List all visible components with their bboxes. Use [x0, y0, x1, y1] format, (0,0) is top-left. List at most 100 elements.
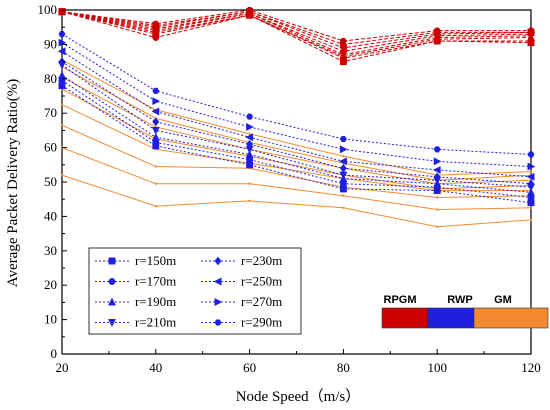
- series-rwp-r-250m: [57, 47, 535, 181]
- data-point: [339, 145, 348, 154]
- series-line: [61, 104, 531, 192]
- series-line: [61, 174, 532, 228]
- data-point: [245, 133, 254, 142]
- data-point: [248, 132, 251, 136]
- series-line: [61, 64, 532, 188]
- series-line: [61, 76, 532, 185]
- x-tick-label: 80: [337, 360, 350, 375]
- legend-label: r=270m: [241, 294, 282, 309]
- data-point: [433, 157, 442, 166]
- data-point: [58, 31, 66, 38]
- legend-marker: [214, 319, 222, 326]
- legend-item-r-190m: r=190m: [95, 294, 176, 309]
- data-point: [436, 208, 439, 211]
- data-point: [339, 163, 347, 173]
- series-rpgm-r-290m: [58, 6, 535, 44]
- y-tick-label: 50: [44, 174, 57, 189]
- series-line: [61, 11, 531, 59]
- legend-item-r-170m: r=170m: [95, 274, 176, 289]
- legend-label: r=290m: [241, 315, 282, 330]
- data-point: [433, 146, 441, 153]
- series-line: [61, 85, 532, 204]
- legend-label: r=170m: [135, 274, 176, 289]
- series-line: [61, 42, 532, 168]
- legend-item-r-270m: r=270m: [201, 294, 282, 309]
- legend-marker: [214, 297, 223, 307]
- x-tick-label: 120: [521, 360, 541, 375]
- data-point: [154, 204, 157, 208]
- data-point: [529, 206, 533, 209]
- y-tick-label: 90: [44, 36, 57, 51]
- series-line: [61, 61, 532, 185]
- y-tick-label: 0: [51, 346, 58, 361]
- data-point: [342, 155, 345, 158]
- y-axis-title: Average Packet Delivery Ratio(%): [5, 79, 21, 287]
- x-tick-label: 20: [56, 360, 69, 375]
- series-line: [61, 147, 532, 211]
- legend-label: r=250m: [241, 274, 282, 289]
- data-point: [152, 87, 160, 94]
- legend-marker: [108, 278, 116, 285]
- protocol-label-rpgm: RPGM: [384, 294, 417, 306]
- data-point: [527, 162, 536, 171]
- protocol-swatch-rpgm: [381, 307, 429, 329]
- data-point: [339, 135, 347, 143]
- x-tick-label: 60: [243, 360, 256, 375]
- legend-item-r-150m: r=150m: [95, 253, 176, 268]
- legend-label: r=190m: [135, 294, 176, 309]
- series-layer: [57, 6, 536, 228]
- legend-marker: [107, 297, 117, 306]
- data-point: [432, 165, 441, 174]
- data-point: [154, 182, 157, 185]
- data-point: [154, 165, 157, 168]
- legend: r=150m r=170m r=190m r=210m r=230m r=250m r=27…: [88, 247, 302, 335]
- protocol-label-gm: GM: [494, 294, 512, 306]
- data-point: [436, 225, 439, 228]
- data-point: [527, 179, 535, 189]
- series-rwp-r-230m: [58, 57, 535, 189]
- data-point: [246, 139, 254, 149]
- legend-box: [88, 247, 302, 335]
- data-point: [436, 196, 439, 199]
- y-tick-label: 100: [38, 2, 58, 17]
- legend-label: r=230m: [241, 253, 282, 268]
- series-line: [61, 33, 532, 155]
- x-tick-label: 100: [427, 360, 447, 375]
- series-line: [61, 11, 532, 52]
- protocol-swatch-gm: [473, 307, 549, 329]
- legend-label: r=210m: [135, 315, 176, 330]
- data-point: [526, 172, 535, 181]
- data-point: [433, 27, 441, 34]
- data-point: [151, 107, 160, 116]
- data-point: [151, 132, 160, 141]
- legend-marker: [108, 257, 116, 265]
- axes-layer: 0 10 20 30 40 50 60 70 80 90 100 20 40 60 80 100 120: [38, 2, 541, 375]
- y-tick-label: 60: [44, 140, 57, 155]
- y-tick-label: 40: [44, 208, 57, 223]
- data-point: [152, 97, 161, 106]
- series-line: [61, 11, 532, 57]
- data-point: [248, 199, 251, 203]
- data-point: [529, 218, 533, 222]
- data-point: [342, 194, 345, 197]
- protocol-legend: RPGM RWP GM: [381, 294, 549, 329]
- data-point: [529, 170, 533, 173]
- data-point: [60, 124, 64, 127]
- data-point: [57, 47, 66, 56]
- data-point: [60, 103, 64, 106]
- data-point: [246, 122, 254, 131]
- data-point: [339, 37, 347, 44]
- series-line: [61, 11, 531, 45]
- data-point: [60, 173, 64, 177]
- y-tick-label: 30: [44, 243, 57, 258]
- series-rwp-r-290m: [58, 31, 535, 158]
- data-point: [527, 27, 535, 34]
- x-axis-title: Node Speed（m/s）: [236, 388, 361, 405]
- series-line: [61, 66, 532, 181]
- series-line: [61, 50, 532, 178]
- data-point: [246, 113, 254, 120]
- data-point: [152, 20, 160, 27]
- data-point: [151, 126, 160, 135]
- y-tick-label: 20: [44, 277, 57, 292]
